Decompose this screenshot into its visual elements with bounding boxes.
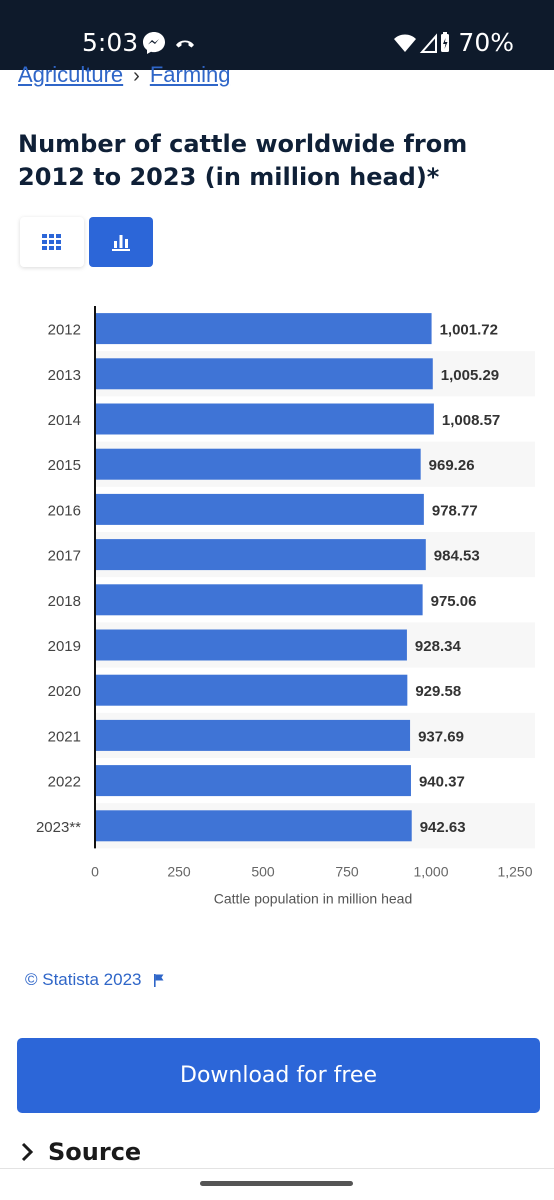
category-label: 2015 bbox=[48, 457, 81, 474]
category-label: 2023** bbox=[36, 819, 81, 836]
value-label: 978.77 bbox=[432, 502, 478, 519]
divider bbox=[0, 1168, 554, 1169]
category-label: 2021 bbox=[48, 728, 81, 745]
bar-2019 bbox=[95, 629, 407, 661]
breadcrumb-separator: › bbox=[133, 65, 140, 87]
x-tick-label: 1,000 bbox=[413, 863, 448, 879]
category-label: 2014 bbox=[48, 412, 81, 429]
statista-credit: © Statista 2023 bbox=[25, 970, 164, 990]
flag-icon[interactable] bbox=[153, 973, 164, 987]
x-tick-label: 750 bbox=[335, 863, 359, 879]
status-right: 70% bbox=[392, 28, 514, 57]
value-label: 929.58 bbox=[415, 683, 461, 700]
home-indicator[interactable] bbox=[200, 1181, 353, 1186]
category-label: 2018 bbox=[48, 593, 81, 610]
x-tick-label: 1,250 bbox=[497, 863, 532, 879]
chevron-right-icon bbox=[21, 1142, 34, 1162]
table-icon bbox=[42, 234, 61, 250]
bar-chart: 2012 1,001.72 2013 1,005.29 2014 1,008.57 2015… bbox=[36, 306, 535, 906]
table-view-button[interactable] bbox=[20, 217, 84, 267]
call-icon bbox=[176, 40, 194, 48]
bar-2020 bbox=[95, 674, 408, 706]
value-label: 969.26 bbox=[429, 457, 475, 474]
value-label: 975.06 bbox=[431, 593, 477, 610]
bar-2015 bbox=[95, 448, 421, 480]
chart-view-button[interactable] bbox=[89, 217, 153, 267]
value-label: 1,008.57 bbox=[442, 412, 500, 429]
bar-chart-icon bbox=[112, 235, 130, 251]
credit-text[interactable]: © Statista 2023 bbox=[25, 970, 142, 989]
page-title: Number of cattle worldwide from 2012 to … bbox=[18, 130, 468, 191]
category-label: 2012 bbox=[48, 322, 81, 339]
x-axis-label: Cattle population in million head bbox=[214, 890, 412, 906]
category-label: 2022 bbox=[48, 774, 81, 791]
bar-2016 bbox=[95, 493, 424, 525]
bar-2018 bbox=[95, 584, 423, 616]
value-label: 937.69 bbox=[418, 728, 464, 745]
value-label: 1,001.72 bbox=[440, 322, 498, 339]
source-toggle[interactable]: Source bbox=[20, 1138, 141, 1166]
value-label: 940.37 bbox=[419, 774, 465, 791]
battery-percent: 70% bbox=[458, 28, 514, 57]
status-left-icons bbox=[142, 30, 198, 61]
bar-2012 bbox=[95, 313, 432, 345]
breadcrumb-agriculture[interactable]: Agriculture bbox=[18, 62, 124, 87]
bar-2022 bbox=[95, 765, 411, 797]
breadcrumb-farming[interactable]: Farming bbox=[149, 62, 231, 87]
messenger-icon bbox=[143, 32, 165, 54]
category-label: 2017 bbox=[48, 548, 81, 565]
status-bar: 5:03 70% bbox=[0, 0, 554, 70]
category-label: 2013 bbox=[48, 367, 81, 384]
x-tick-label: 250 bbox=[167, 863, 191, 879]
bar-2021 bbox=[95, 719, 411, 751]
value-label: 942.63 bbox=[420, 819, 466, 836]
value-label: 984.53 bbox=[434, 548, 480, 565]
bar-2014 bbox=[95, 403, 434, 435]
breadcrumb: Agriculture › Farming bbox=[18, 62, 231, 88]
wifi-signal-icon bbox=[394, 31, 450, 53]
bar-2017 bbox=[95, 539, 426, 571]
status-time: 5:03 bbox=[82, 28, 139, 57]
bar-2013 bbox=[95, 358, 433, 390]
category-label: 2020 bbox=[48, 683, 81, 700]
x-tick-label: 500 bbox=[251, 863, 275, 879]
download-button[interactable]: Download for free bbox=[17, 1038, 540, 1113]
bar-2023 bbox=[95, 810, 412, 842]
x-tick-label: 0 bbox=[91, 863, 99, 879]
category-label: 2016 bbox=[48, 502, 81, 519]
source-label: Source bbox=[48, 1138, 142, 1166]
category-label: 2019 bbox=[48, 638, 81, 655]
value-label: 1,005.29 bbox=[441, 367, 499, 384]
value-label: 928.34 bbox=[415, 638, 462, 655]
